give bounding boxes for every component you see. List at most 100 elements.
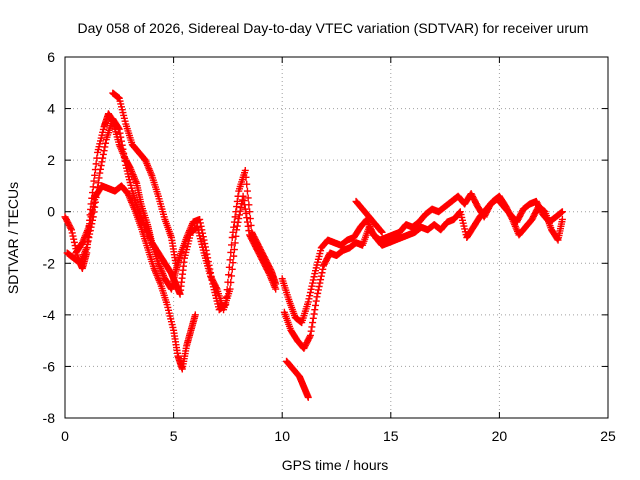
series-track-e [283, 357, 312, 401]
x-tick-label: 25 [600, 428, 616, 444]
data-point-marker [191, 311, 199, 319]
data-point-marker [121, 157, 129, 165]
chart-title: Day 058 of 2026, Sidereal Day-to-day VTE… [78, 20, 589, 36]
data-point-marker [318, 269, 326, 277]
data-point-marker [68, 229, 76, 237]
y-tick-label: 0 [47, 204, 55, 220]
data-point-marker [89, 203, 97, 211]
x-tick-label: 20 [492, 428, 508, 444]
data-point-marker [244, 222, 252, 230]
data-point-marker [307, 327, 315, 335]
data-point-marker [243, 180, 251, 188]
data-point-marker [307, 285, 315, 293]
series-track-h [352, 197, 386, 236]
data-point-marker [233, 226, 241, 234]
data-point-marker [244, 194, 252, 202]
data-point-marker [508, 214, 516, 222]
data-point-marker [91, 196, 99, 204]
data-point-marker [229, 228, 237, 236]
data-point-marker [233, 222, 241, 230]
data-point-marker [99, 154, 107, 162]
data-point-marker [91, 171, 99, 179]
data-point-marker [310, 310, 318, 318]
y-tick-label: -4 [43, 307, 56, 323]
data-point-marker [316, 279, 324, 287]
data-point-marker [68, 226, 76, 234]
data-point-marker [241, 201, 249, 209]
data-point-marker [70, 238, 78, 246]
data-point-marker [196, 219, 204, 227]
data-point-marker [117, 137, 125, 145]
data-point-marker [227, 278, 235, 286]
data-point-marker [310, 273, 318, 281]
data-point-marker [227, 248, 235, 256]
data-point-marker [120, 153, 128, 161]
y-tick-label: 2 [47, 152, 55, 168]
data-point-marker [377, 227, 385, 235]
data-point-marker [89, 206, 97, 214]
data-point-marker [243, 187, 251, 195]
data-point-marker [196, 215, 204, 223]
x-tick-label: 0 [61, 428, 69, 444]
data-point-marker [228, 272, 236, 280]
data-point-marker [229, 259, 237, 267]
data-point-marker [308, 323, 316, 331]
axis-ticks: 0 5 10 15 20 25 -8 -6 -4 -2 0 2 4 6 [43, 49, 616, 444]
data-point-marker [231, 239, 239, 247]
plot-border [64, 56, 609, 419]
data-point-marker [314, 286, 322, 294]
data-point-marker [95, 174, 103, 182]
data-point-marker [197, 222, 205, 230]
data-point-marker [96, 169, 104, 177]
data-point-marker [232, 232, 240, 240]
data-point-marker [558, 215, 566, 223]
data-point-marker [241, 205, 249, 213]
data-point-marker [172, 259, 180, 267]
data-point-marker [312, 301, 320, 309]
x-tick-label: 5 [170, 428, 178, 444]
data-point-marker [314, 289, 322, 297]
series-track-c [72, 182, 199, 373]
data-point-marker [120, 149, 128, 157]
data-point-marker [239, 192, 247, 200]
y-tick-label: 4 [47, 101, 55, 117]
data-point-marker [317, 276, 325, 284]
data-point-marker [313, 293, 321, 301]
y-tick-label: -8 [43, 410, 56, 426]
data-point-marker [117, 133, 125, 141]
data-point-marker [230, 246, 238, 254]
data-point-marker [70, 235, 78, 243]
data-point-marker [101, 143, 109, 151]
data-point-marker [234, 218, 242, 226]
data-point-marker [97, 162, 105, 170]
data-point-marker [118, 141, 126, 149]
data-point-marker [272, 285, 280, 293]
data-point-marker [98, 158, 106, 166]
data-point-marker [306, 333, 314, 341]
data-point-marker [309, 279, 317, 287]
data-series [61, 89, 566, 401]
series-track-b [63, 115, 280, 314]
data-point-marker [306, 289, 314, 297]
y-tick-label: -6 [43, 358, 56, 374]
data-point-marker [86, 220, 94, 228]
data-point-marker [311, 306, 319, 314]
data-point-marker [237, 203, 245, 211]
data-point-marker [240, 197, 248, 205]
data-point-marker [306, 292, 314, 300]
x-axis-label: GPS time / hours [282, 457, 389, 473]
data-point-marker [92, 160, 100, 168]
data-point-marker [312, 297, 320, 305]
data-point-marker [245, 227, 253, 235]
data-point-marker [102, 139, 110, 147]
data-point-marker [246, 208, 254, 216]
data-point-marker [99, 150, 107, 158]
data-point-marker [304, 298, 312, 306]
data-point-marker [236, 207, 244, 215]
data-point-marker [378, 228, 386, 236]
data-point-marker [243, 214, 251, 222]
data-point-marker [319, 265, 327, 273]
x-tick-label: 15 [383, 428, 399, 444]
grid [65, 57, 608, 418]
